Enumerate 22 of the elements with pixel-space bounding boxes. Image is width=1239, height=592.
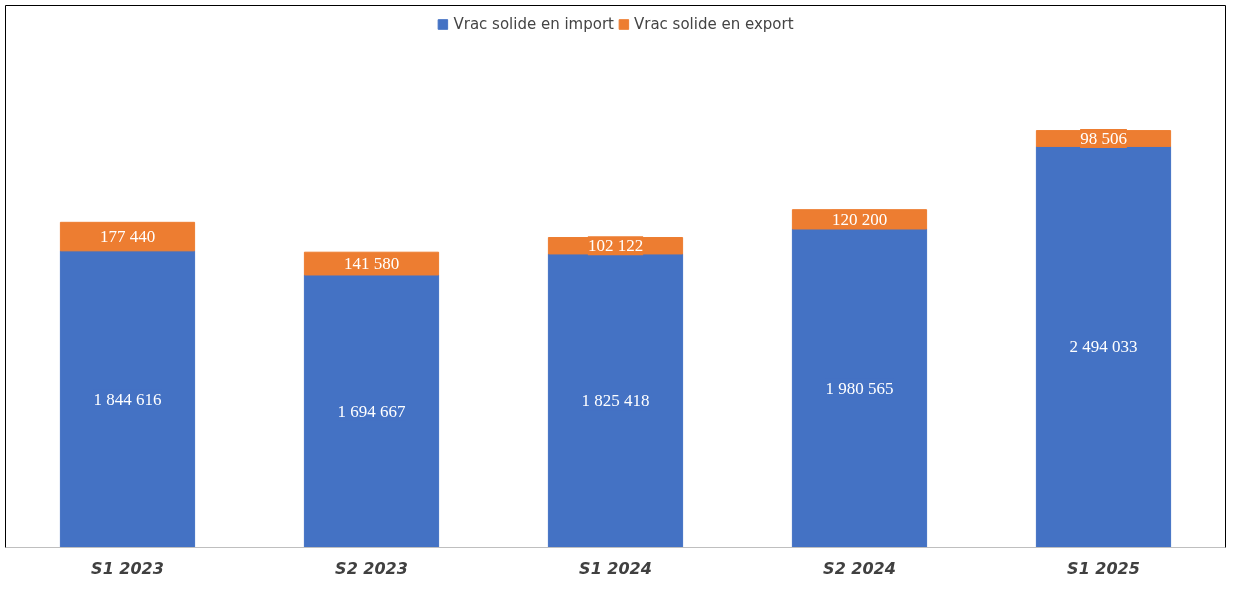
x-tick-label: S1 2025 [1067, 558, 1140, 578]
data-label: 1 844 616 [93, 389, 162, 409]
legend-label: Vrac solide en export [633, 15, 794, 33]
data-label: 1 694 667 [337, 401, 406, 421]
data-label: 120 200 [831, 209, 888, 229]
legend-label: Vrac solide en import [453, 15, 614, 33]
bar [59, 250, 196, 548]
bar [791, 228, 928, 548]
data-label: 141 580 [343, 254, 400, 274]
data-label: 98 506 [1080, 129, 1127, 148]
bar [547, 253, 684, 548]
data-label: 1 980 565 [825, 378, 894, 398]
data-label: 177 440 [99, 227, 156, 247]
bar [303, 274, 440, 548]
x-tick-label: S1 2023 [91, 558, 164, 578]
x-tick-label: S1 2024 [579, 558, 652, 578]
bar [1035, 145, 1172, 548]
data-label: 102 122 [587, 236, 644, 256]
data-label: 1 825 418 [581, 391, 650, 411]
x-tick-label: S2 2024 [823, 558, 896, 578]
data-label: 2 494 033 [1069, 337, 1138, 357]
x-tick-label: S2 2023 [335, 558, 408, 578]
